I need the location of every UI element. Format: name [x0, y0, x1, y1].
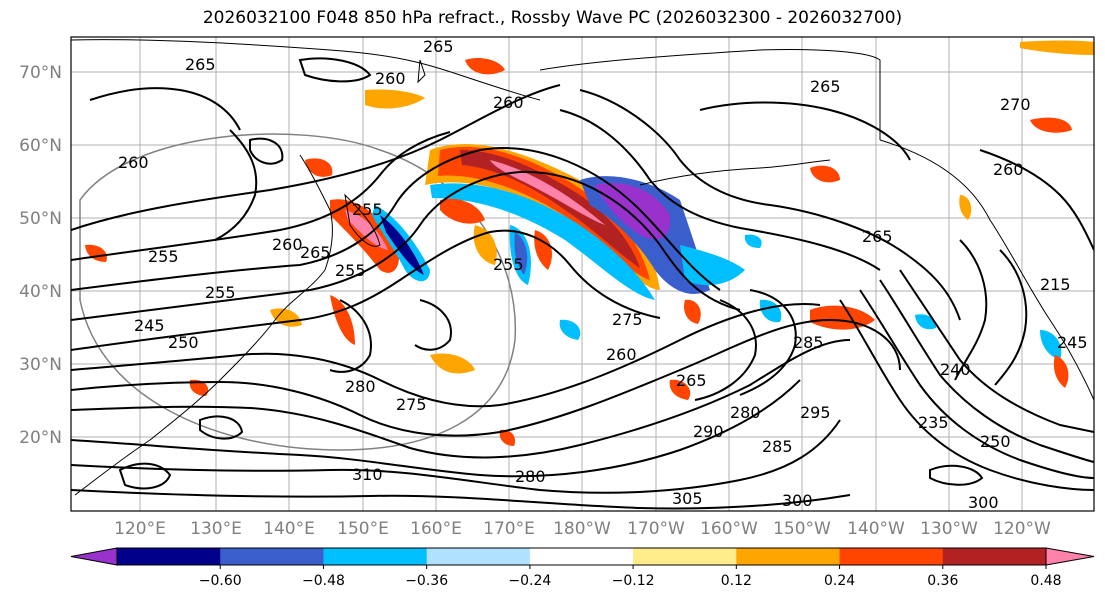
- colorbar-tick-label: 0.48: [1030, 573, 1061, 589]
- colorbar-extend-min: [70, 547, 118, 566]
- map-content: 265 265 260 260 265 260 255 260 265 255 …: [71, 37, 1094, 512]
- lon-label: 140°E: [263, 519, 315, 539]
- contour-label: 260: [606, 345, 637, 364]
- contour-label: 260: [993, 160, 1024, 179]
- contour-label: 280: [730, 403, 761, 422]
- contour-label: 255: [148, 247, 179, 266]
- contour-label: 245: [1057, 333, 1088, 352]
- contour-label: 260: [375, 69, 406, 88]
- lon-label: 160°E: [410, 519, 462, 539]
- analysis-ellipse: [79, 133, 517, 451]
- contour-label: 265: [810, 77, 841, 96]
- colorbar-cell: [529, 548, 634, 565]
- contour-label: 280: [345, 377, 376, 396]
- contour-label: 300: [782, 491, 813, 510]
- lat-label: 70°N: [19, 63, 62, 83]
- contour-label: 240: [940, 360, 971, 379]
- map-frame: [70, 36, 1095, 512]
- contour-label: 265: [423, 37, 454, 56]
- contour-label: 255: [352, 200, 383, 219]
- contour-label: 275: [396, 395, 427, 414]
- anomaly-patches: [85, 40, 1094, 446]
- lon-label: 150°W: [773, 519, 831, 539]
- contour-label: 250: [980, 432, 1011, 451]
- contour-label: 255: [493, 255, 524, 274]
- lon-label: 180°W: [553, 519, 611, 539]
- gridlines: [71, 37, 1094, 511]
- colorbar-tick-label: −0.48: [302, 573, 345, 589]
- height-contours: [71, 57, 1094, 510]
- lon-label: 170°W: [627, 519, 685, 539]
- lon-label: 140°W: [847, 519, 905, 539]
- colorbar-tick-label: 0.12: [721, 573, 752, 589]
- contour-label: 215: [1040, 275, 1071, 294]
- contour-label: 265: [185, 55, 216, 74]
- contour-label: 260: [118, 153, 149, 172]
- contour-label: 285: [793, 333, 824, 352]
- colorbar-cell: [839, 548, 944, 565]
- map-title: 2026032100 F048 850 hPa refract., Rossby…: [202, 8, 903, 28]
- colorbar-frame: [116, 547, 1047, 566]
- colorbar-cell: [426, 548, 531, 565]
- contour-label: 265: [862, 227, 893, 246]
- contour-label: 270: [1000, 95, 1031, 114]
- colorbar-tick-label: −0.36: [405, 573, 448, 589]
- contour-label: 290: [693, 422, 724, 441]
- contour-label: 305: [672, 489, 703, 508]
- contour-labels: 265 265 260 260 265 260 255 260 265 255 …: [118, 37, 1088, 512]
- colorbar-tick-label: −0.60: [199, 573, 242, 589]
- colorbar-cell: [323, 548, 428, 565]
- colorbar-cells: [70, 547, 1095, 566]
- lat-label: 30°N: [19, 355, 62, 375]
- lon-labels: 120°E 130°E 140°E 150°E 160°E 170°E 180°…: [114, 519, 1051, 539]
- contour-label: 260: [272, 235, 303, 254]
- lat-label: 20°N: [19, 428, 62, 448]
- contour-label: 295: [800, 403, 831, 422]
- lon-label: 130°E: [190, 519, 242, 539]
- colorbar-tick-label: 0.24: [824, 573, 855, 589]
- colorbar-cell: [220, 548, 324, 565]
- lat-label: 50°N: [19, 209, 62, 229]
- lon-label: 120°E: [114, 519, 166, 539]
- colorbar-cell: [117, 548, 221, 565]
- contour-label: 235: [918, 413, 949, 432]
- contour-label: 280: [515, 467, 546, 486]
- contour-label: 265: [300, 243, 331, 262]
- colorbar-cell: [633, 548, 737, 565]
- lon-label: 150°E: [337, 519, 389, 539]
- lon-label: 170°E: [483, 519, 535, 539]
- contour-label: 245: [134, 316, 165, 335]
- contour-label: 265: [676, 371, 707, 390]
- lat-label: 60°N: [19, 136, 62, 156]
- contour-label: 300: [968, 493, 999, 512]
- contour-label: 255: [335, 261, 366, 280]
- lon-label: 130°W: [920, 519, 978, 539]
- colorbar-tick-label: −0.24: [508, 573, 551, 589]
- colorbar-tick-label: 0.36: [927, 573, 958, 589]
- contour-label: 260: [493, 93, 524, 112]
- contour-label: 255: [205, 283, 236, 302]
- lat-labels: 70°N 60°N 50°N 40°N 30°N 20°N: [19, 63, 62, 448]
- colorbar-ticks: −0.60 −0.48 −0.36 −0.24 −0.12 0.12 0.24 0.36 0.4…: [199, 565, 1062, 589]
- lon-label: 120°W: [993, 519, 1051, 539]
- colorbar-extend-max: [1045, 547, 1095, 566]
- colorbar-cell: [736, 548, 841, 565]
- colorbar-tick-label: −0.12: [612, 573, 655, 589]
- lat-label: 40°N: [19, 282, 62, 302]
- contour-label: 250: [168, 333, 199, 352]
- colorbar-cell: [942, 548, 1047, 565]
- colorbar: −0.60 −0.48 −0.36 −0.24 −0.12 0.12 0.24 0.36 0.4…: [70, 547, 1095, 589]
- contour-label: 275: [612, 310, 643, 329]
- contour-label: 285: [762, 437, 793, 456]
- lon-label: 160°W: [700, 519, 758, 539]
- contour-label: 310: [352, 465, 383, 484]
